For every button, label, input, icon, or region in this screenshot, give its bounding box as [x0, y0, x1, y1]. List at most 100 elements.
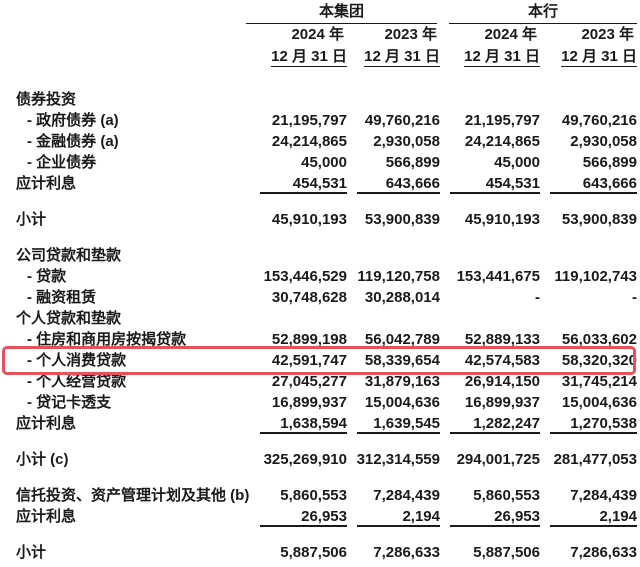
value-text: 30,288,014: [364, 289, 440, 306]
header-spacer: [0, 2, 250, 24]
value-cell: 153,446,529: [250, 266, 347, 287]
value-text: 45,910,193: [464, 211, 540, 228]
table-row: 应计利息 26,953 2,194 26,953 2,194: [0, 506, 640, 527]
value-cell: 42,574,583: [440, 350, 540, 371]
value-cell: 325,269,910: [250, 449, 347, 470]
value-cell: 643,666: [540, 173, 637, 194]
value-cell: 49,760,216: [540, 110, 637, 131]
value-text: 16,899,937: [271, 394, 347, 411]
value-cell: 45,000: [250, 152, 347, 173]
value-text: 7,286,633: [373, 544, 440, 561]
value-text: 16,899,937: [464, 394, 540, 411]
column-year: 2023 年: [384, 26, 437, 43]
value-cell: 31,879,163: [347, 371, 440, 392]
table-header-dates: 12 月 31 日 12 月 31 日 12 月 31 日 12 月 31 日: [0, 46, 640, 67]
value-cell: 1,270,538: [540, 413, 637, 434]
value-text: 643,666: [357, 173, 440, 194]
value-cell: 21,195,797: [440, 110, 540, 131]
row-label: - 贷款: [27, 268, 67, 285]
value-text: -: [535, 289, 540, 306]
value-text: 45,000: [301, 154, 347, 171]
value-cell: 5,860,553: [250, 485, 347, 506]
column-date: 12 月 31 日: [364, 48, 440, 67]
row-label: 小计 (c): [16, 451, 69, 468]
value-cell: 26,953: [250, 506, 347, 527]
value-cell: 2,930,058: [540, 131, 637, 152]
value-cell: 7,284,439: [347, 485, 440, 506]
value-cell: 42,591,747: [250, 350, 347, 371]
value-cell: 27,045,277: [250, 371, 347, 392]
value-text: 2,930,058: [373, 133, 440, 150]
value-text: 56,033,602: [561, 331, 637, 348]
value-cell: 26,914,150: [440, 371, 540, 392]
value-cell: 15,004,636: [540, 392, 637, 413]
value-text: 42,574,583: [464, 352, 540, 369]
value-text: 49,760,216: [364, 112, 440, 129]
value-cell: 16,899,937: [440, 392, 540, 413]
table-row: 应计利息 454,531 643,666 454,531 643,666: [0, 173, 640, 194]
blank-row: [0, 194, 640, 209]
value-cell: 58,339,654: [347, 350, 440, 371]
value-cell: 52,889,133: [440, 329, 540, 350]
value-text: 454,531: [450, 173, 540, 194]
table-row: 公司贷款和垫款: [0, 245, 640, 266]
table-row: - 住房和商用房按揭贷款 52,899,198 56,042,789 52,889,1…: [0, 329, 640, 350]
value-text: 53,900,839: [364, 211, 440, 228]
value-text: 31,745,214: [561, 373, 637, 390]
value-cell: 16,899,937: [250, 392, 347, 413]
value-text: 2,930,058: [570, 133, 637, 150]
value-text: 643,666: [550, 173, 637, 194]
value-cell: 45,910,193: [440, 209, 540, 230]
value-cell: 5,887,506: [250, 542, 347, 563]
row-label: 公司贷款和垫款: [16, 247, 122, 264]
row-label: 应计利息: [16, 508, 77, 525]
row-label: 小计: [16, 544, 47, 561]
value-cell: 5,860,553: [440, 485, 540, 506]
value-text: 26,914,150: [464, 373, 540, 390]
table-row: - 企业债券 45,000 566,899 45,000 566,899: [0, 152, 640, 173]
value-cell: 2,194: [347, 506, 440, 527]
value-text: 42,591,747: [271, 352, 347, 369]
table-body: 债券投资 - 政府债券 (a) 21,195,797 49,760,216 21,195…: [0, 89, 640, 563]
value-cell: 454,531: [250, 173, 347, 194]
value-text: 24,214,865: [464, 133, 540, 150]
group-header-bank: 本行: [440, 2, 637, 24]
row-label: 信托投资、资产管理计划及其他 (b): [16, 487, 250, 504]
value-text: 325,269,910: [263, 451, 347, 468]
value-cell: 53,900,839: [347, 209, 440, 230]
column-year: 2024 年: [291, 26, 344, 43]
value-text: 2,194: [550, 506, 637, 527]
value-text: 15,004,636: [364, 394, 440, 411]
value-text: 45,000: [494, 154, 540, 171]
row-label: 个人贷款和垫款: [16, 310, 122, 327]
value-cell: 119,102,743: [540, 266, 637, 287]
row-label: - 个人经营贷款: [27, 373, 127, 390]
value-cell: 56,042,789: [347, 329, 440, 350]
table-row: 小计 (c) 325,269,910 312,314,559 294,001,725 2…: [0, 449, 640, 470]
value-cell: 53,900,839: [540, 209, 637, 230]
value-text: 21,195,797: [464, 112, 540, 129]
value-text: 27,045,277: [271, 373, 347, 390]
value-cell: 45,000: [440, 152, 540, 173]
group-header-consolidated: 本集团: [246, 2, 440, 24]
value-text: 294,001,725: [456, 451, 540, 468]
column-year: 2023 年: [581, 26, 634, 43]
value-text: 24,214,865: [271, 133, 347, 150]
group-header-label: 本行: [449, 2, 637, 24]
row-label: - 政府债券 (a): [27, 112, 119, 129]
value-text: 153,441,675: [456, 268, 540, 285]
value-cell: 58,320,320: [540, 350, 637, 371]
row-label: - 企业债券: [27, 154, 97, 171]
value-cell: 312,314,559: [347, 449, 440, 470]
row-label: - 个人消费贷款: [27, 352, 127, 369]
column-date: 12 月 31 日: [464, 48, 540, 67]
value-cell: 24,214,865: [250, 131, 347, 152]
value-text: 52,899,198: [271, 331, 347, 348]
value-cell: 2,194: [540, 506, 637, 527]
row-label: 债券投资: [16, 91, 77, 108]
value-text: -: [632, 289, 637, 306]
value-cell: 1,639,545: [347, 413, 440, 434]
value-text: 26,953: [260, 506, 347, 527]
value-text: 30,748,628: [271, 289, 347, 306]
